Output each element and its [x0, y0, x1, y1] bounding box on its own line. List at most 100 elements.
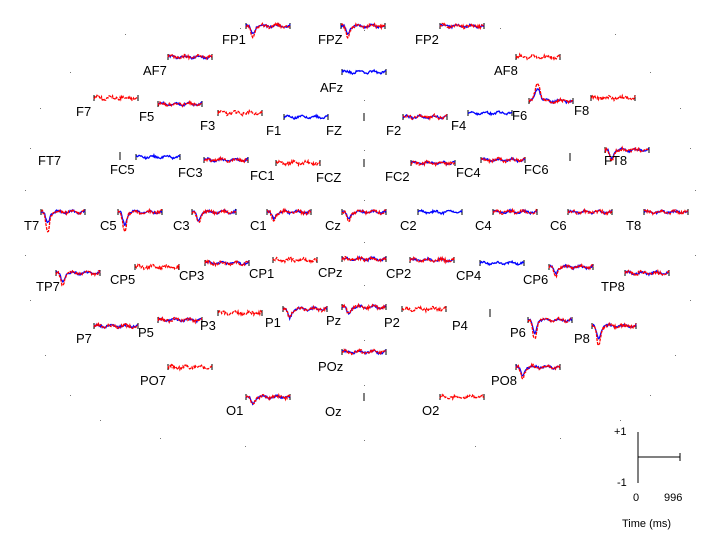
trace-red — [515, 52, 561, 61]
trace-blue — [55, 269, 101, 283]
channel-fc2: FC2 — [385, 159, 456, 184]
channel-f7: F7 — [76, 93, 139, 119]
trace-red — [204, 259, 250, 268]
electrode-dot — [364, 242, 365, 243]
trace-red — [480, 156, 526, 165]
channel-cp1: CP1 — [249, 256, 318, 281]
electrode-dot — [690, 300, 691, 301]
channel-label: AF7 — [143, 63, 167, 78]
channel-label: AF8 — [494, 63, 518, 78]
trace-red — [567, 207, 613, 216]
channel-label: P6 — [510, 325, 526, 340]
trace-red — [341, 302, 387, 315]
channel-c4: C4 — [475, 207, 538, 233]
scale-x-start-label: 0 — [633, 492, 639, 504]
scale-y-top-label: +1 — [614, 426, 627, 438]
channel-p5: P5 — [138, 316, 203, 340]
channel-label: F7 — [76, 104, 91, 119]
channel-fp1: FP1 — [222, 22, 291, 47]
channel-label: CP3 — [179, 268, 204, 283]
channel-label: FCZ — [316, 170, 341, 185]
channel-label: CP2 — [386, 266, 411, 281]
channel-label: C2 — [400, 218, 417, 233]
channel-label: CPz — [318, 265, 343, 280]
trace-red — [245, 392, 291, 405]
channel-af8: AF8 — [494, 52, 561, 78]
channel-pz: Pz — [326, 302, 387, 328]
electrode-dot — [25, 190, 26, 191]
trace-red — [643, 207, 689, 216]
scale-x-end-label: 996 — [664, 492, 682, 504]
trace-red — [203, 155, 249, 165]
channel-label: C1 — [250, 218, 267, 233]
trace-red — [439, 22, 485, 31]
electrode-dot — [650, 395, 651, 396]
channel-o2: O2 — [422, 393, 485, 418]
trace-red — [341, 348, 387, 356]
trace-red — [55, 269, 101, 287]
electrode-dot — [560, 438, 561, 439]
channel-p8: P8 — [574, 321, 637, 347]
electrode-dot — [650, 72, 651, 73]
channel-c1: C1 — [250, 207, 312, 233]
trace-blue — [341, 68, 387, 76]
channel-po7: PO7 — [140, 362, 213, 388]
trace-red — [402, 112, 448, 121]
trace-red — [341, 22, 386, 39]
channel-p6: P6 — [510, 316, 573, 340]
channel-cp6: CP6 — [523, 263, 594, 287]
trace-blue — [340, 23, 386, 36]
electrode-dot — [30, 300, 31, 301]
channel-label: C4 — [475, 218, 492, 233]
channel-fc6: FC6 — [524, 153, 571, 177]
channel-label: O1 — [226, 403, 243, 418]
channel-cz: Cz — [325, 208, 387, 233]
trace-red — [93, 93, 139, 102]
channel-label: Oz — [325, 404, 342, 419]
electrode-dot — [695, 255, 696, 256]
channel-fc5: FC5 — [110, 152, 181, 177]
channel-label: C6 — [550, 218, 567, 233]
channel-label: P2 — [384, 315, 400, 330]
channel-o1: O1 — [226, 392, 291, 418]
channel-label: T8 — [626, 218, 641, 233]
electrode-dot — [620, 420, 621, 421]
electrode-dot — [475, 446, 476, 447]
channel-label: FC3 — [178, 165, 203, 180]
channel-label: FP1 — [222, 32, 246, 47]
trace-red — [117, 207, 163, 233]
electrode-dot — [245, 446, 246, 447]
trace-red — [167, 362, 213, 372]
trace-red — [93, 321, 139, 330]
channel-cpz: CPz — [318, 255, 387, 280]
channel-label: FT7 — [38, 153, 61, 168]
channel-fcz: FCZ — [316, 159, 365, 185]
channel-label: F4 — [451, 118, 466, 133]
channel-f2: F2 — [386, 112, 448, 138]
electrode-dot — [45, 355, 46, 356]
channel-label: CP6 — [523, 272, 548, 287]
channel-label: TP7 — [36, 279, 60, 294]
trace-red — [401, 304, 447, 314]
trace-red — [217, 309, 263, 317]
trace-red — [590, 93, 636, 102]
trace-red — [157, 316, 203, 325]
channel-fpz: FPZ — [318, 22, 386, 47]
trace-blue — [283, 113, 329, 120]
trace-blue — [467, 110, 513, 117]
electrode-dot — [364, 285, 365, 286]
channel-afz: AFz — [320, 68, 387, 95]
channel-c5: C5 — [100, 207, 163, 233]
channel-f1: F1 — [266, 113, 329, 138]
channel-f3: F3 — [200, 109, 263, 133]
trace-red — [515, 362, 561, 380]
channel-label: P8 — [574, 331, 590, 346]
trace-red — [591, 321, 637, 347]
channel-tp7: TP7 — [36, 269, 101, 294]
channel-label: PO8 — [491, 373, 517, 388]
trace-red — [157, 100, 203, 108]
channel-f4: F4 — [451, 110, 513, 133]
electrode-dot — [364, 200, 365, 201]
channel-c3: C3 — [173, 207, 237, 233]
scale-marker: +1 -1 0 996 Time (ms) — [614, 426, 682, 530]
